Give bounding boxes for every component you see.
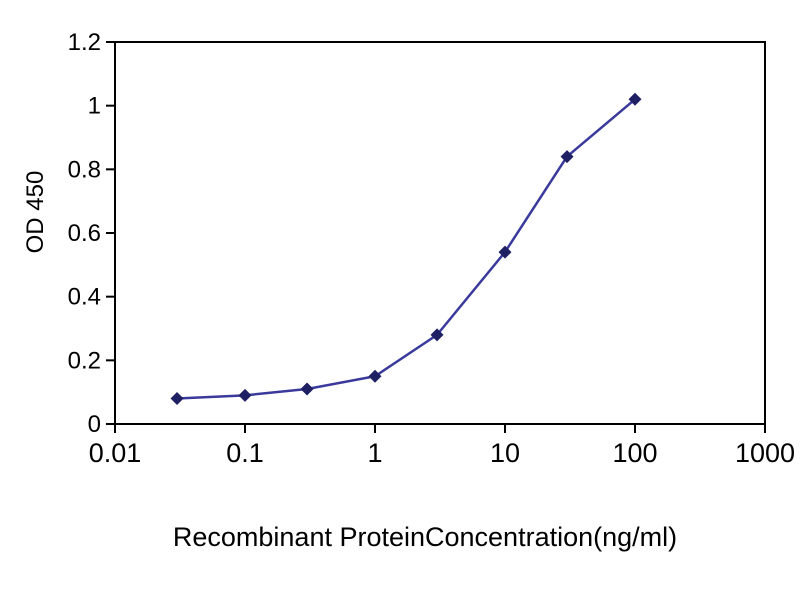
plot-border: [114, 41, 766, 425]
data-point-marker: [628, 92, 642, 106]
y-tick-label: 0.6: [68, 220, 101, 247]
data-point-marker: [300, 382, 314, 396]
y-axis-title: OD 450: [22, 170, 49, 254]
data-point-marker: [170, 392, 184, 406]
y-tick-label: 1.2: [68, 29, 101, 56]
data-point-marker: [238, 388, 252, 402]
data-point-marker: [498, 245, 512, 259]
x-tick-label: 0.1: [226, 438, 264, 468]
data-point-marker: [368, 369, 382, 383]
x-tick-label: 10: [490, 438, 520, 468]
y-tick-label: 0.4: [68, 284, 101, 311]
y-tick-label: 0.2: [68, 347, 101, 374]
x-tick-label: 1: [367, 438, 382, 468]
series-line: [176, 98, 636, 400]
x-tick-label: 1000: [735, 438, 795, 468]
x-axis-title: Recombinant ProteinConcentration(ng/ml): [172, 522, 678, 552]
y-tick-label: 0: [88, 411, 101, 438]
x-tick-label: 0.01: [89, 438, 142, 468]
data-point-marker: [430, 328, 444, 342]
y-tick-label: 0.8: [68, 156, 101, 183]
x-tick-label: 100: [612, 438, 657, 468]
data-point-marker: [560, 150, 574, 164]
y-tick-label: 1: [88, 93, 101, 120]
